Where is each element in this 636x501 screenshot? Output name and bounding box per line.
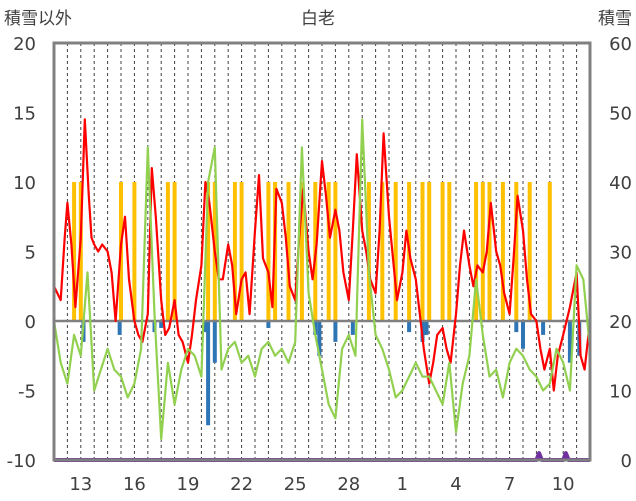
orange-bar — [165, 182, 170, 321]
left-y-axis: -10 -5 0 5 10 15 20 — [7, 34, 36, 472]
blue-bar — [350, 321, 355, 335]
x-tick-label: 22 — [230, 474, 253, 495]
orange-bar — [480, 182, 485, 321]
x-tick-label: 28 — [337, 474, 360, 495]
blue-bar — [317, 321, 322, 356]
orange-bar — [326, 182, 331, 321]
green-line-series — [52, 118, 592, 441]
blue-bar — [313, 321, 318, 335]
left-y-tick-label: 15 — [13, 104, 36, 125]
blue-bar — [407, 321, 412, 333]
right-axis-label: 積雪 — [598, 9, 632, 29]
orange-bar — [420, 182, 425, 321]
right-y-tick-label: 40 — [609, 173, 632, 194]
orange-bar — [547, 182, 552, 321]
blue-bar — [333, 321, 338, 342]
right-y-tick-label: 60 — [609, 34, 632, 55]
right-y-tick-label: 30 — [609, 243, 632, 264]
orange-bar — [72, 182, 77, 321]
right-y-tick-label: 20 — [609, 312, 632, 333]
orange-bar — [527, 182, 532, 321]
orange-bar — [514, 182, 519, 321]
x-tick-label: 10 — [552, 474, 575, 495]
plot-area — [52, 118, 592, 462]
orange-bar — [427, 182, 432, 321]
orange-bar — [447, 182, 452, 321]
left-y-tick-label: 10 — [13, 173, 36, 194]
orange-bar — [206, 182, 211, 321]
x-axis: 13 16 19 22 25 28 1 4 7 10 — [69, 474, 574, 495]
x-tick-label: 4 — [450, 474, 461, 495]
right-y-tick-label: 0 — [621, 451, 632, 472]
orange-bar — [286, 182, 291, 321]
blue-bar — [117, 321, 122, 335]
chart-title: 白老 — [301, 9, 335, 29]
orange-bar — [474, 182, 479, 321]
orange-bar — [299, 182, 304, 321]
orange-bar — [393, 182, 398, 321]
blue-bar — [514, 321, 519, 333]
orange-bar — [232, 182, 237, 321]
blue-bar — [424, 321, 429, 335]
blue-bar — [203, 321, 208, 333]
x-tick-label: 16 — [123, 474, 146, 495]
orange-bar — [380, 182, 385, 321]
left-y-tick-label: -10 — [7, 451, 36, 472]
blue-bar — [266, 321, 271, 328]
orange-bar — [132, 182, 137, 321]
x-tick-label: 19 — [177, 474, 200, 495]
red-line-series — [53, 118, 592, 392]
blue-bar — [212, 321, 217, 363]
plot-frame — [52, 41, 592, 462]
x-tick-label: 13 — [69, 474, 92, 495]
x-tick-label: 7 — [504, 474, 515, 495]
x-tick-label: 25 — [284, 474, 307, 495]
blue-bar — [521, 321, 525, 349]
orange-bar — [440, 182, 445, 321]
right-y-tick-label: 50 — [609, 104, 632, 125]
left-y-tick-label: -5 — [18, 382, 36, 403]
right-y-tick-label: 10 — [609, 382, 632, 403]
orange-bar — [333, 182, 338, 321]
left-y-tick-label: 5 — [25, 243, 36, 264]
x-tick-label: 1 — [397, 474, 408, 495]
left-axis-label: 積雪以外 — [4, 9, 72, 29]
blue-bar — [159, 321, 164, 328]
left-y-tick-label: 20 — [13, 34, 36, 55]
orange-bar — [266, 182, 271, 321]
orange-bar — [487, 182, 492, 321]
blue-bar — [567, 321, 572, 363]
orange-bar — [172, 182, 177, 321]
blue-bar — [206, 321, 211, 426]
right-y-axis: 0 10 20 30 40 50 60 — [609, 34, 632, 472]
left-y-tick-label: 0 — [25, 312, 36, 333]
blue-bar — [541, 321, 546, 335]
orange-bar — [500, 182, 505, 321]
orange-bar — [239, 182, 244, 321]
